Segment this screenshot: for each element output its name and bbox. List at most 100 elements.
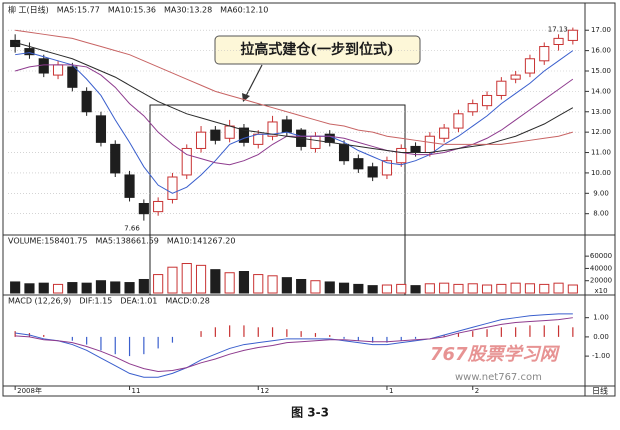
volume-bar xyxy=(396,283,407,294)
volume-bar xyxy=(539,283,550,294)
volume-bar xyxy=(253,274,264,294)
volume-bar xyxy=(124,282,135,294)
volume-bar xyxy=(224,272,235,294)
y-tick-label: 11.00 xyxy=(591,149,611,157)
x-tick-label: 2008年 xyxy=(17,386,42,395)
watermark: 767股票学习网 xyxy=(430,344,561,365)
candle-body xyxy=(95,115,107,143)
y-tick-label: 1.00 xyxy=(593,314,609,322)
y-tick-label: 9.00 xyxy=(593,189,609,197)
volume-bar xyxy=(453,283,464,294)
dea-line xyxy=(15,317,573,372)
volume-bar xyxy=(38,282,49,294)
volume-bar xyxy=(481,284,493,294)
y-tick-label: 14.00 xyxy=(591,87,611,95)
arrow xyxy=(245,64,263,97)
panel-legend: MA30:13.28 xyxy=(164,6,212,15)
candle-body xyxy=(281,119,292,133)
candle-body xyxy=(110,143,121,174)
candle-body xyxy=(124,174,135,198)
candle-body xyxy=(24,48,35,56)
candle-body xyxy=(453,113,464,129)
y-tick-label: 15.00 xyxy=(591,67,611,75)
y-tick-label: 0.00 xyxy=(593,333,609,341)
panel-legend: DIF:1.15 xyxy=(79,297,112,306)
panel-legend: DEA:1.01 xyxy=(120,297,157,306)
volume-unit: x10 xyxy=(594,287,607,295)
y-tick-label: -1.00 xyxy=(592,352,610,360)
candle-body xyxy=(52,64,64,76)
ma-line xyxy=(15,41,574,154)
volume-bar xyxy=(524,283,536,294)
candle-body xyxy=(238,127,250,143)
candle-body xyxy=(439,127,450,139)
annotation: 拉高式建仓(一步到位式) xyxy=(240,41,393,58)
x-tick-label: 11 xyxy=(132,387,141,395)
candle-body xyxy=(381,160,393,176)
volume-bar xyxy=(381,284,393,294)
candle-body xyxy=(224,125,235,139)
volume-bar xyxy=(52,283,64,294)
volume-bar xyxy=(310,280,321,294)
y-tick-label: 13.00 xyxy=(591,108,611,116)
candle-body xyxy=(253,133,264,145)
volume-bar xyxy=(567,284,578,294)
volume-bar xyxy=(424,283,435,294)
y-tick-label: 10.00 xyxy=(591,169,611,177)
candle-body xyxy=(324,133,335,143)
volume-bar xyxy=(67,282,78,294)
x-tick-label: 1 xyxy=(389,387,393,395)
candle-body xyxy=(38,58,49,74)
frame xyxy=(2,2,616,397)
volume-bar xyxy=(296,278,307,294)
y-tick-label: 20000 xyxy=(590,277,612,285)
candle-body xyxy=(567,29,578,41)
volume-bar xyxy=(24,283,35,294)
panel-legend: MA10:141267.20 xyxy=(167,237,236,246)
ma-line xyxy=(15,29,573,145)
panel-legend: VOLUME:158401.75 xyxy=(8,237,87,246)
candle-body xyxy=(467,103,478,113)
y-tick-label: 60000 xyxy=(590,252,612,260)
volume-bar xyxy=(238,271,250,294)
candle-body xyxy=(338,143,350,162)
candle-body xyxy=(353,158,364,170)
volume-bar xyxy=(281,277,292,294)
volume-bar xyxy=(81,282,92,294)
candle-body xyxy=(524,58,536,74)
candle-body xyxy=(181,147,192,176)
y-tick-label: 40000 xyxy=(590,264,612,272)
candle-body xyxy=(496,80,507,96)
candle-body xyxy=(81,90,92,113)
volume-bar xyxy=(110,281,121,294)
period-label: 日线 xyxy=(592,386,608,396)
volume-bar xyxy=(496,283,507,294)
candle-body xyxy=(138,203,149,215)
volume-bar xyxy=(410,285,421,294)
candle-body xyxy=(67,66,78,88)
high-label: 17.13 xyxy=(548,26,568,34)
y-tick-label: 17.00 xyxy=(591,26,611,34)
low-label: 7.66 xyxy=(124,225,140,233)
panel-legend: MACD:0.28 xyxy=(165,297,210,306)
volume-bar xyxy=(10,281,21,294)
panel-legend: MA5:138661.59 xyxy=(95,237,158,246)
volume-bar xyxy=(467,283,478,294)
candle-body xyxy=(539,46,550,62)
panel-legend: MA10:15.36 xyxy=(108,6,156,15)
panel-legend: MA60:12.10 xyxy=(220,6,268,15)
x-tick-label: 2 xyxy=(475,387,479,395)
volume-bar xyxy=(510,282,521,294)
ma-line xyxy=(15,64,574,166)
volume-bar xyxy=(167,266,178,294)
candle-body xyxy=(210,129,221,141)
candle-body xyxy=(167,176,178,200)
candle-body xyxy=(267,121,278,137)
volume-bar xyxy=(210,269,221,294)
volume-bar xyxy=(138,278,149,294)
volume-bar xyxy=(95,280,107,294)
volume-bar xyxy=(338,282,350,294)
candle-body xyxy=(310,135,321,149)
